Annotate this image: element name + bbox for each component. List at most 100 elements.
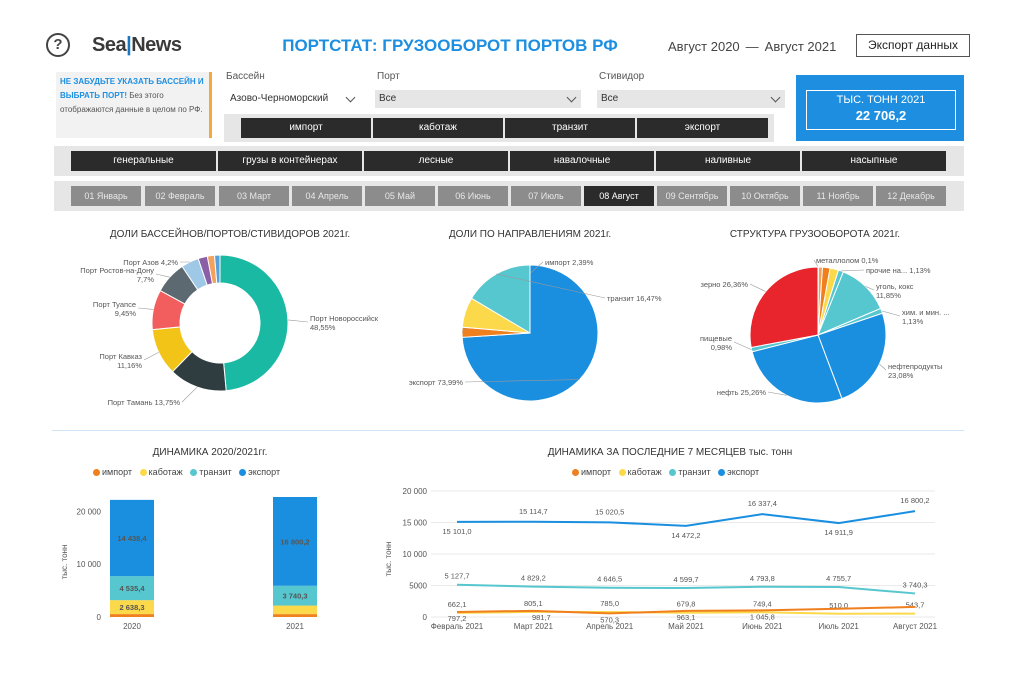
- cargo-button-bulk[interactable]: навалочные: [510, 151, 654, 171]
- line-value-label: 15 114,7: [519, 507, 548, 516]
- pie-leader-line: [137, 307, 154, 310]
- logo-text-sea: Sea: [92, 34, 127, 56]
- y-axis-label: тыс. тонн: [384, 542, 393, 577]
- stevedore-select[interactable]: Все: [597, 90, 785, 108]
- dynamics-years-bar-chart: 0 10 000 20 000 тыс. тонн 2 638,3 4 535,4 14 4…: [60, 497, 317, 631]
- series-line[interactable]: [456, 510, 916, 527]
- pie-value-label: 1,13%: [902, 317, 924, 326]
- chart-title-dynamics-months: ДИНАМИКА ЗА ПОСЛЕДНИЕ 7 МЕСЯЦЕВ тыс. тон…: [547, 447, 793, 458]
- line-value-label: 16 337,4: [748, 499, 777, 508]
- month-button[interactable]: 04 Апрель: [292, 186, 362, 206]
- line-value-label: 797,2: [448, 614, 467, 623]
- cargo-button-liquid[interactable]: наливные: [656, 151, 800, 171]
- month-button[interactable]: 03 Март: [219, 186, 289, 206]
- legend-dot-icon: [572, 469, 579, 477]
- y-tick-label: 0: [423, 613, 428, 622]
- period-range: Август 2020 — Август 2021: [668, 39, 836, 54]
- direction-button-import[interactable]: импорт: [241, 118, 371, 138]
- month-button[interactable]: 12 Декабрь: [876, 186, 946, 206]
- month-button[interactable]: 10 Октябрь: [730, 186, 800, 206]
- cargo-button-general[interactable]: генеральные: [71, 151, 216, 171]
- bar-segment[interactable]: [110, 499, 154, 577]
- series-line[interactable]: [456, 610, 916, 615]
- month-button[interactable]: 01 Январь: [71, 186, 141, 206]
- pie-label: транзит 16,47%: [607, 294, 662, 303]
- legend-label: каботаж: [148, 467, 183, 477]
- month-button[interactable]: 05 Май: [365, 186, 435, 206]
- x-tick-label: 2020: [123, 622, 141, 631]
- chevron-down-icon: [770, 92, 781, 103]
- pie-leader-line: [879, 363, 887, 371]
- bar-segment[interactable]: [273, 585, 317, 606]
- help-icon[interactable]: ?: [46, 33, 70, 57]
- pie-leader-line: [865, 286, 875, 291]
- pie-leader-line: [287, 319, 309, 323]
- line-value-label: 679,8: [677, 600, 696, 609]
- pie-slice[interactable]: [213, 254, 221, 284]
- pie-slice[interactable]: [751, 334, 843, 404]
- series-line[interactable]: [456, 583, 916, 595]
- legend-label: импорт: [102, 467, 133, 477]
- line-value-label: 14 472,2: [671, 531, 700, 540]
- month-button-active[interactable]: 08 Август: [584, 186, 654, 206]
- bar-segment[interactable]: [273, 614, 317, 617]
- bar-value-label: 4 535,4: [119, 584, 145, 593]
- legend-item: каботаж: [618, 467, 662, 477]
- basin-label: Бассейн: [226, 71, 265, 82]
- pie-leader-line: [733, 341, 752, 350]
- pie-label: прочие на... 1,13%: [866, 266, 931, 275]
- y-tick-label: 20 000: [77, 507, 102, 516]
- direction-button-cabotage[interactable]: каботаж: [373, 118, 503, 138]
- period-to[interactable]: Август 2021: [764, 39, 837, 54]
- pie-label: экспорт 73,99%: [409, 378, 463, 387]
- pie-label: уголь, кокс: [876, 282, 914, 291]
- chevron-down-icon: [345, 92, 356, 103]
- pie-label: нефть 25,26%: [717, 388, 767, 397]
- legend-item: каботаж: [139, 467, 183, 477]
- basin-select[interactable]: Азово-Черноморский: [226, 90, 360, 108]
- x-tick-label: Апрель 2021: [586, 622, 634, 631]
- bar-segment[interactable]: [110, 600, 154, 615]
- chart-title-basins: ДОЛИ БАССЕЙНОВ/ПОРТОВ/СТИВИДОРОВ 2021г.: [109, 229, 351, 240]
- bar-segment[interactable]: [110, 614, 154, 617]
- dynamics-months-line-chart: 0 5000 10 000 15 000 20 000 тыс. тонн Февраль …: [384, 487, 938, 631]
- month-button[interactable]: 02 Февраль: [145, 186, 215, 206]
- pie-slice[interactable]: [219, 254, 289, 392]
- pie-leader-line: [749, 283, 766, 292]
- x-tick-label: Июнь 2021: [742, 622, 783, 631]
- pie-label: Порт Кавказ: [99, 352, 142, 361]
- pie-value-label: 7,7%: [137, 275, 154, 284]
- pie-label: пищевые: [700, 334, 732, 343]
- month-button[interactable]: 06 Июнь: [438, 186, 508, 206]
- pie-slice[interactable]: [749, 266, 819, 349]
- port-select[interactable]: Все: [375, 90, 581, 108]
- period-from[interactable]: Август 2020: [668, 39, 740, 54]
- direction-button-transit[interactable]: транзит: [505, 118, 635, 138]
- month-button[interactable]: 07 Июль: [511, 186, 581, 206]
- pie-leader-line: [181, 386, 198, 403]
- cargo-button-loose[interactable]: насыпные: [802, 151, 946, 171]
- line-value-label: 4 755,7: [826, 574, 851, 583]
- stevedore-label: Стивидор: [599, 71, 645, 82]
- bar-segment[interactable]: [273, 605, 317, 615]
- direction-button-export[interactable]: экспорт: [637, 118, 768, 138]
- pie-value-label: 11,85%: [876, 291, 901, 300]
- legend-label: транзит: [678, 467, 711, 477]
- bar-segment[interactable]: [273, 497, 317, 586]
- export-data-button[interactable]: Экспорт данных: [856, 34, 970, 57]
- line-value-label: 805,1: [524, 599, 543, 608]
- cargo-button-containers[interactable]: грузы в контейнерах: [218, 151, 362, 171]
- bar-segment[interactable]: [110, 576, 154, 601]
- pie-label: зерно 26,36%: [700, 280, 748, 289]
- pie-label: Порт Тамань 13,75%: [108, 398, 181, 407]
- pie-leader-line: [840, 269, 865, 272]
- series-line[interactable]: [456, 605, 916, 615]
- month-button[interactable]: 09 Сентябрь: [657, 186, 727, 206]
- cargo-button-timber[interactable]: лесные: [364, 151, 508, 171]
- legend-item: экспорт: [718, 467, 759, 477]
- legend-dynamics-months: импорт каботаж транзит экспорт: [572, 467, 764, 477]
- bar-value-label: 2 638,3: [119, 603, 144, 612]
- chart-title-directions: ДОЛИ ПО НАПРАВЛЕНИЯМ 2021г.: [448, 229, 612, 240]
- month-button[interactable]: 11 Ноябрь: [803, 186, 873, 206]
